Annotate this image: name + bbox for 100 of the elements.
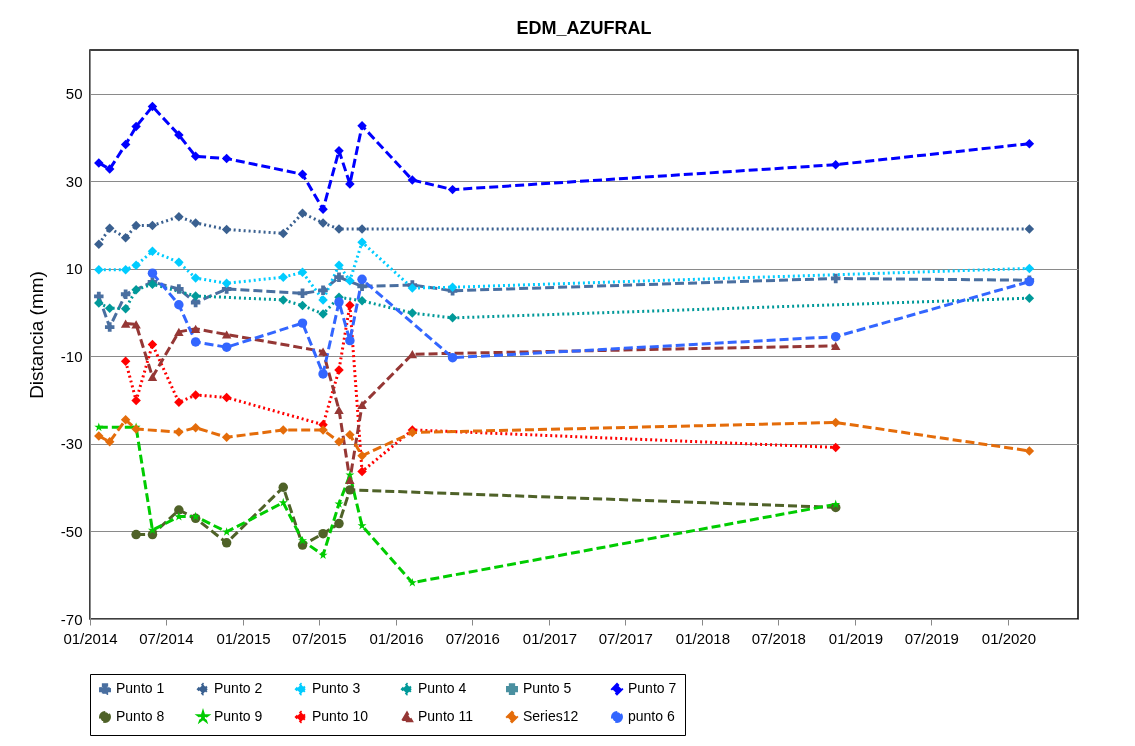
point (120, 289, 131, 299)
point (407, 577, 417, 587)
point (278, 497, 288, 507)
point (318, 204, 328, 215)
y-tick-label: -50 (60, 522, 83, 540)
point (174, 397, 184, 408)
legend-label: Series12 (523, 708, 579, 724)
point (174, 212, 184, 222)
y-tick-label: 50 (65, 85, 83, 103)
point (447, 313, 458, 323)
point (94, 158, 104, 168)
point (334, 260, 344, 271)
point (120, 139, 131, 150)
point (174, 257, 184, 268)
point (190, 273, 201, 283)
legend-label: Punto 2 (214, 680, 263, 697)
point (94, 239, 104, 250)
point (174, 300, 184, 310)
legend-label: Punto 7 (628, 680, 677, 697)
legend-label: Punto 9 (214, 708, 263, 724)
x-tick-label: 07/2014 (139, 629, 194, 647)
x-tick-label: 01/2014 (63, 629, 118, 647)
point (334, 145, 344, 156)
point (357, 451, 367, 461)
y-tick-label: -70 (60, 610, 83, 628)
point (120, 233, 131, 243)
legend-label: Punto 10 (312, 708, 369, 724)
point (407, 175, 418, 185)
point (131, 320, 141, 329)
x-tick-label: 01/2016 (369, 629, 424, 647)
point (190, 337, 201, 347)
legend-label: Punto 11 (418, 708, 474, 724)
point (447, 282, 458, 292)
point (104, 436, 115, 447)
point (345, 475, 355, 484)
point (131, 529, 141, 540)
point (278, 482, 288, 492)
point (221, 392, 232, 403)
point (174, 327, 184, 336)
point (120, 356, 131, 366)
point (147, 101, 158, 112)
point (131, 121, 141, 132)
point (318, 369, 328, 379)
point (104, 303, 115, 313)
y-tick-label: -10 (60, 347, 83, 365)
point (190, 324, 201, 333)
x-tick-label: 07/2019 (904, 629, 959, 647)
point (357, 120, 367, 131)
point (104, 164, 115, 174)
point (190, 291, 201, 301)
point (831, 499, 841, 509)
point (357, 274, 367, 285)
point (297, 208, 308, 218)
point (174, 284, 184, 294)
point (1024, 263, 1035, 274)
point (334, 436, 344, 447)
point (221, 153, 232, 164)
point (334, 272, 344, 282)
point (147, 246, 158, 257)
x-tick-label: 01/2020 (981, 629, 1037, 647)
x-tick-label: 01/2015 (216, 629, 271, 647)
y-axis-title: Distancia (mm) (25, 271, 47, 399)
point (221, 538, 232, 548)
y-tick-label: 10 (65, 260, 83, 278)
x-tick-label: 07/2017 (598, 629, 653, 647)
point (147, 220, 158, 231)
point (278, 272, 288, 282)
legend-label: Punto 8 (116, 708, 165, 724)
point (190, 422, 201, 433)
point (278, 425, 288, 435)
point (190, 151, 201, 162)
point (345, 335, 355, 346)
point (334, 518, 344, 529)
point (830, 341, 841, 350)
point (297, 169, 308, 180)
point (345, 275, 355, 286)
point (278, 295, 288, 305)
point (830, 442, 841, 453)
point (345, 429, 355, 440)
point (334, 297, 344, 307)
x-tick-label: 01/2017 (522, 629, 578, 647)
point (94, 422, 104, 432)
point (120, 319, 131, 328)
point (297, 300, 308, 311)
point (120, 415, 131, 425)
chart-title: EDM_AZUFRAL (516, 18, 652, 38)
point (1024, 293, 1035, 303)
point (104, 322, 115, 332)
point (190, 390, 201, 400)
point (357, 400, 367, 410)
point (94, 264, 104, 275)
point (120, 264, 131, 275)
point (407, 308, 418, 318)
point (190, 218, 201, 228)
point (221, 342, 232, 352)
point (131, 285, 141, 295)
x-tick-label: 07/2016 (445, 629, 500, 647)
legend-label: Punto 4 (418, 680, 467, 697)
point (334, 405, 344, 414)
point (174, 505, 184, 515)
